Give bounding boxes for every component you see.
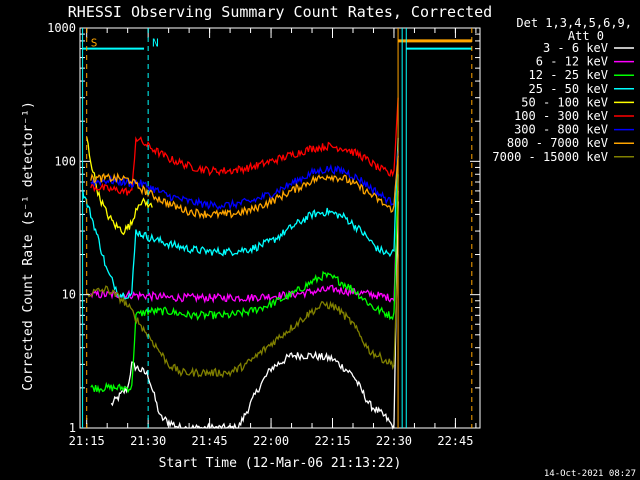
annotation-s: S — [91, 37, 98, 50]
legend-label: 100 - 300 keV — [514, 109, 608, 123]
plot-frame — [79, 27, 481, 429]
x-tick-label: 21:30 — [130, 434, 166, 448]
legend-label: 800 - 7000 keV — [507, 136, 608, 150]
legend-label: 7000 - 15000 keV — [492, 150, 608, 164]
legend-label: 3 - 6 keV — [543, 41, 608, 55]
x-tick-label: 22:00 — [253, 434, 289, 448]
axes: 1 10 100 1000 21:15 21:30 21:45 22:00 22:15 22:30… — [47, 21, 480, 448]
y-tick-label: 100 — [54, 154, 76, 168]
y-tick-label: 10 — [62, 288, 76, 302]
series-line-50-100-kev — [86, 136, 153, 236]
series-line-6-12-kev — [90, 190, 399, 304]
legend-label: 50 - 100 keV — [521, 95, 608, 109]
series-line-300-800-kev — [90, 150, 399, 211]
legend-title: Att 0 — [568, 29, 604, 43]
x-tick-label: 21:15 — [69, 434, 105, 448]
series-line-7000-15000-kev — [86, 254, 399, 379]
series-line-12-25-kev — [90, 174, 399, 394]
x-axis-label: Start Time (12-Mar-06 21:13:22) — [159, 456, 402, 471]
series-line-3-6-kev — [110, 201, 399, 430]
legend-label: 300 - 800 keV — [514, 123, 608, 137]
legend-title: Det 1,3,4,5,6,9, — [516, 16, 632, 30]
series-line-800-7000-kev — [90, 155, 399, 220]
legend-label: 25 - 50 keV — [529, 82, 608, 96]
y-tick-label: 1 — [69, 421, 76, 435]
x-tick-label: 22:45 — [437, 434, 473, 448]
footer-date: 14-Oct-2021 08:27 — [544, 469, 636, 479]
x-tick-label: 21:45 — [192, 434, 228, 448]
plot-area — [81, 97, 399, 430]
x-tick-label: 22:15 — [314, 434, 350, 448]
series-line-25-50-kev — [81, 137, 399, 300]
y-tick-label: 1000 — [47, 21, 76, 35]
chart-title: RHESSI Observing Summary Count Rates, Co… — [68, 3, 492, 21]
y-axis-label: Corrected Count Rate (s⁻¹ detector⁻¹) — [21, 101, 36, 391]
legend-label: 12 - 25 keV — [529, 68, 608, 82]
x-tick-label: 22:30 — [376, 434, 412, 448]
annotation-n: N — [152, 37, 159, 50]
legend-label: 6 - 12 keV — [536, 55, 608, 69]
series-line-100-300-kev — [90, 97, 399, 196]
